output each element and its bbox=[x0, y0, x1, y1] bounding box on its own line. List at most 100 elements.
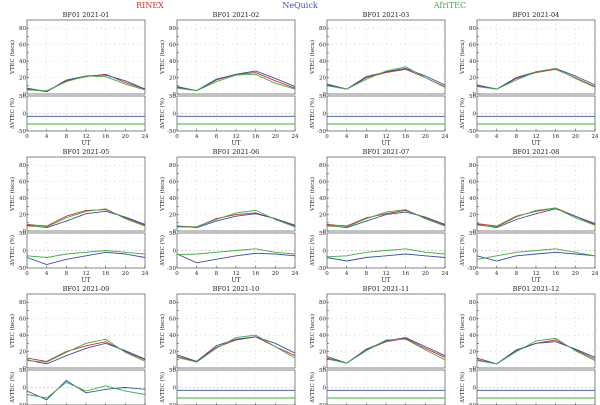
x-tick-label: 16 bbox=[552, 271, 559, 277]
y-tick-label: 0 bbox=[473, 386, 477, 392]
delta-line-afritec bbox=[476, 248, 596, 260]
y-tick-label: 20 bbox=[169, 350, 176, 356]
y-tick-label: 50 bbox=[469, 231, 476, 237]
panel-title: BF01 2021-07 bbox=[363, 148, 410, 156]
y-tick-label: 80 bbox=[169, 26, 176, 32]
series-line-nequick bbox=[176, 70, 296, 92]
series-line-nequick bbox=[26, 342, 146, 365]
y-axis-label: VTEC (tecu) bbox=[459, 177, 466, 212]
y-tick-label: 60 bbox=[469, 317, 476, 323]
panel: BF01 2021-10020406080-5005004812162024UT… bbox=[159, 285, 296, 405]
y-tick-label: 80 bbox=[169, 300, 176, 306]
y-tick-label: 40 bbox=[469, 333, 476, 339]
panel-title: BF01 2021-12 bbox=[513, 285, 560, 293]
y-tick-label: 60 bbox=[319, 317, 326, 323]
y-tick-label: 80 bbox=[19, 26, 26, 32]
y-tick-label: -50 bbox=[317, 403, 326, 405]
y-tick-label: -50 bbox=[17, 266, 26, 272]
panel-title: BF01 2021-05 bbox=[63, 148, 110, 156]
y-tick-label: 0 bbox=[173, 249, 177, 255]
x-tick-label: 0 bbox=[475, 271, 479, 277]
y-axis-label: VTEC (tecu) bbox=[159, 177, 166, 212]
x-tick-label: 8 bbox=[515, 134, 519, 140]
delta-line-nequick bbox=[176, 252, 296, 264]
x-tick-label: 8 bbox=[65, 134, 69, 140]
y-tick-label: 80 bbox=[319, 163, 326, 169]
x-tick-label: 16 bbox=[252, 271, 259, 277]
series-line-rinex bbox=[26, 341, 146, 362]
series-line-nequick bbox=[26, 210, 146, 229]
y-axis-label: ΔVTEC (%) bbox=[459, 98, 466, 129]
y-axis-label: ΔVTEC (%) bbox=[309, 235, 316, 266]
y-tick-label: 80 bbox=[469, 300, 476, 306]
y-tick-label: 50 bbox=[169, 368, 176, 374]
x-axis-label: UT bbox=[81, 140, 90, 147]
y-tick-label: 80 bbox=[19, 163, 26, 169]
y-tick-label: 20 bbox=[169, 213, 176, 219]
y-tick-label: 0 bbox=[323, 386, 327, 392]
y-tick-label: 20 bbox=[319, 76, 326, 82]
y-tick-label: 40 bbox=[319, 333, 326, 339]
x-tick-label: 20 bbox=[422, 271, 429, 277]
legend-afritec: AfriTEC bbox=[433, 1, 466, 10]
y-tick-label: 80 bbox=[169, 163, 176, 169]
y-tick-label: 60 bbox=[19, 317, 26, 323]
series-line-nequick bbox=[326, 211, 446, 229]
y-tick-label: 40 bbox=[319, 59, 326, 65]
x-tick-label: 12 bbox=[383, 134, 390, 140]
y-tick-label: 40 bbox=[19, 196, 26, 202]
y-tick-label: 60 bbox=[469, 180, 476, 186]
y-tick-label: 50 bbox=[19, 231, 26, 237]
series-line-nequick bbox=[476, 208, 596, 229]
y-tick-label: 0 bbox=[323, 366, 327, 372]
panel-title: BF01 2021-04 bbox=[513, 11, 560, 19]
y-axis-label: ΔVTEC (%) bbox=[9, 235, 16, 266]
series-line-rinex bbox=[26, 73, 146, 92]
y-tick-label: 0 bbox=[473, 366, 477, 372]
y-tick-label: 0 bbox=[473, 249, 477, 255]
panel-title: BF01 2021-06 bbox=[213, 148, 260, 156]
y-tick-label: 50 bbox=[169, 94, 176, 100]
y-tick-label: 40 bbox=[169, 196, 176, 202]
delta-line-nequick bbox=[26, 379, 146, 401]
legend-rinex: RINEX bbox=[136, 1, 164, 10]
panel: BF01 2021-12020406080-5005004812162024UT… bbox=[459, 285, 596, 405]
delta-line-nequick bbox=[476, 251, 596, 262]
y-tick-label: 0 bbox=[173, 366, 177, 372]
y-tick-label: 50 bbox=[19, 368, 26, 374]
y-tick-label: 60 bbox=[169, 43, 176, 49]
y-tick-label: 80 bbox=[319, 300, 326, 306]
y-tick-label: 50 bbox=[19, 94, 26, 100]
series-line-afritec bbox=[176, 73, 296, 92]
delta-line-afritec bbox=[326, 248, 446, 258]
x-tick-label: 12 bbox=[233, 134, 240, 140]
series-line-afritec bbox=[176, 334, 296, 363]
series-line-afritec bbox=[326, 209, 446, 228]
delta-line-nequick bbox=[26, 251, 146, 265]
delta-line-afritec bbox=[176, 248, 296, 256]
x-tick-label: 0 bbox=[175, 271, 179, 277]
x-tick-label: 24 bbox=[592, 134, 599, 140]
y-axis-label: VTEC (tecu) bbox=[309, 40, 316, 75]
x-tick-label: 12 bbox=[383, 271, 390, 277]
y-tick-label: 60 bbox=[469, 43, 476, 49]
y-tick-label: 0 bbox=[323, 112, 327, 118]
y-tick-label: 0 bbox=[23, 229, 27, 235]
y-tick-label: 50 bbox=[319, 231, 326, 237]
y-tick-label: 0 bbox=[23, 92, 27, 98]
panel-title: BF01 2021-08 bbox=[513, 148, 560, 156]
y-tick-label: 50 bbox=[169, 231, 176, 237]
x-tick-label: 24 bbox=[142, 134, 149, 140]
y-axis-label: VTEC (tecu) bbox=[9, 314, 16, 349]
y-axis-label: VTEC (tecu) bbox=[309, 314, 316, 349]
y-axis-label: ΔVTEC (%) bbox=[459, 235, 466, 266]
y-axis-label: ΔVTEC (%) bbox=[159, 372, 166, 403]
series-line-afritec bbox=[476, 68, 596, 90]
x-tick-label: 0 bbox=[175, 134, 179, 140]
